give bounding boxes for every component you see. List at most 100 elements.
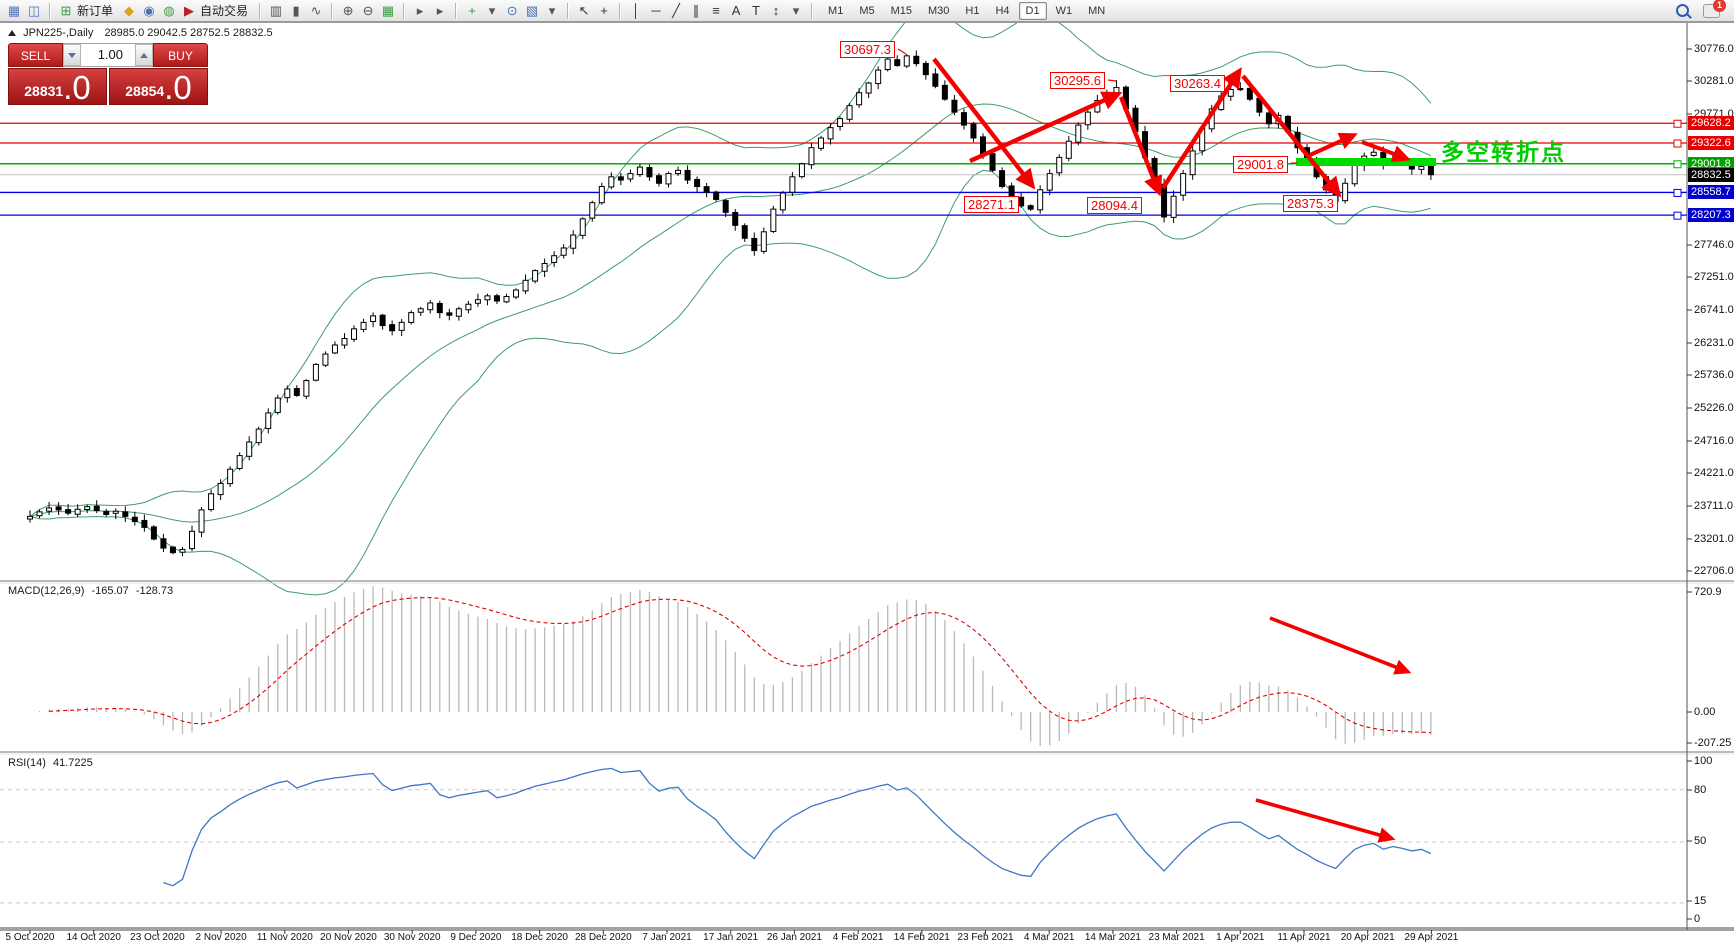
chart-symbol-period: JPN225-,Daily <box>23 27 94 39</box>
toolbar-separator <box>619 2 622 19</box>
date-label: 30 Nov 2020 <box>383 932 441 943</box>
date-label: 11 Apr 2021 <box>1277 932 1331 943</box>
autotrading-icon[interactable]: ▶ <box>184 2 195 18</box>
price-annotation-label[interactable]: 29001.8 <box>1233 156 1288 173</box>
crosshair-icon[interactable]: + <box>600 2 608 18</box>
macd-axis-tick: 0.00 <box>1694 706 1716 718</box>
tab-timeframe-W1[interactable]: W1 <box>1055 4 1073 17</box>
date-label: 18 Dec 2020 <box>511 932 568 943</box>
chart-window-icon[interactable]: ▦ <box>7 2 21 18</box>
toolbar-separator <box>49 2 51 19</box>
price-badge: 29001.8 <box>1688 156 1734 171</box>
date-label: 5 Oct 2020 <box>5 932 55 943</box>
chart-menu-icon[interactable] <box>8 30 16 36</box>
terminal-icon[interactable]: ◉ <box>143 2 155 18</box>
indicators-icon[interactable]: + <box>468 2 476 18</box>
auto-scroll-icon[interactable]: ▸ <box>416 2 424 18</box>
rsi-axis-tick: 15 <box>1694 895 1707 907</box>
horizontal-line-icon[interactable]: ─ <box>651 2 661 18</box>
date-label: 17 Jan 2021 <box>703 932 759 943</box>
date-label: 23 Feb 2021 <box>957 932 1014 943</box>
rsi-value: 41.7225 <box>52 757 93 769</box>
rsi-axis-tick: 0 <box>1694 913 1701 925</box>
price-badge: 28207.3 <box>1688 208 1734 223</box>
channel-icon[interactable]: ∥ <box>692 2 700 18</box>
chevron-down-icon <box>68 52 76 58</box>
price-annotation-label[interactable]: 30295.6 <box>1050 72 1105 89</box>
rsi-label: RSI(14) 41.7225 <box>8 757 93 769</box>
price-annotation-label[interactable]: 28094.4 <box>1087 197 1142 214</box>
price-badge: 29322.6 <box>1688 136 1734 150</box>
macd-value-signal: -128.73 <box>135 585 174 597</box>
bar-chart-icon[interactable]: ▥ <box>269 2 283 18</box>
autotrading-label: 自动交易 <box>200 4 249 18</box>
market-watch-icon[interactable]: ◫ <box>27 2 41 18</box>
signals-icon[interactable]: ◍ <box>163 2 175 18</box>
price-annotation-label[interactable]: 28271.1 <box>964 196 1019 213</box>
tab-timeframe-M5[interactable]: M5 <box>859 4 875 17</box>
tab-timeframe-H1[interactable]: H1 <box>965 4 980 17</box>
periods-icon[interactable]: ⊙ <box>506 2 518 18</box>
price-annotation-label[interactable]: 30697.3 <box>840 41 895 58</box>
tab-timeframe-M15[interactable]: M15 <box>890 4 912 17</box>
rsi-axis-tick: 80 <box>1694 784 1707 796</box>
date-label: 29 Apr 2021 <box>1404 932 1459 943</box>
new-order-icon[interactable]: ⊞ <box>60 2 72 18</box>
price-tick: 30776.0 <box>1694 43 1734 55</box>
price-tick: 26231.0 <box>1694 336 1734 349</box>
zoom-in-icon[interactable]: ⊕ <box>342 2 354 18</box>
text-icon[interactable]: A <box>731 2 741 18</box>
search-icon[interactable] <box>1676 4 1689 17</box>
price-annotation-label[interactable]: 28375.3 <box>1283 195 1338 212</box>
date-label: 23 Oct 2020 <box>130 932 185 943</box>
date-label: 20 Apr 2021 <box>1340 932 1395 943</box>
toolbar-separator <box>455 2 458 19</box>
tile-windows-icon[interactable]: ▦ <box>381 2 395 18</box>
date-label: 2 Nov 2020 <box>195 932 247 943</box>
tab-timeframe-M1[interactable]: M1 <box>828 4 844 17</box>
sell-button[interactable]: SELL <box>8 43 63 67</box>
toolbar-separator <box>403 2 406 19</box>
toolbar-separator <box>567 2 570 19</box>
text-label-icon[interactable]: T <box>752 2 760 18</box>
price-tick: 27251.0 <box>1694 271 1734 283</box>
buy-price-box[interactable]: 28854 .0 <box>109 68 208 105</box>
tab-timeframe-D1[interactable]: D1 <box>1018 1 1047 20</box>
arrows-dropdown-icon[interactable]: ▾ <box>792 2 800 18</box>
tab-timeframe-M30[interactable]: M30 <box>928 4 950 17</box>
price-annotation-label[interactable]: 30263.4 <box>1170 75 1225 92</box>
volume-increase-button[interactable] <box>135 44 153 66</box>
date-label: 4 Mar 2021 <box>1023 932 1075 943</box>
chart-styler-icon[interactable]: ◆ <box>124 2 135 18</box>
cursor-icon[interactable]: ↖ <box>578 2 590 18</box>
sell-price-box[interactable]: 28831 .0 <box>8 68 107 105</box>
zoom-out-icon[interactable]: ⊖ <box>362 2 374 18</box>
arrows-tool-icon[interactable]: ↕ <box>772 2 780 18</box>
chart-shift-icon[interactable]: ▸ <box>436 2 444 18</box>
vertical-line-icon[interactable]: │ <box>631 2 641 18</box>
date-label: 7 Jan 2021 <box>642 932 692 943</box>
line-chart-icon[interactable]: ∿ <box>310 2 322 18</box>
new-order-label: 新订单 <box>77 4 114 18</box>
price-badge: 28832.5 <box>1688 167 1734 182</box>
turning-point-label[interactable]: 多空转折点 <box>1441 139 1566 165</box>
date-label: 14 Mar 2021 <box>1084 932 1141 943</box>
tab-timeframe-H4[interactable]: H4 <box>995 4 1010 17</box>
volume-value[interactable]: 1.00 <box>97 47 123 62</box>
buy-button[interactable]: BUY <box>153 43 208 67</box>
price-tick: 24221.0 <box>1694 466 1734 479</box>
volume-decrease-button[interactable] <box>63 44 81 66</box>
main-toolbar: ▦ ◫ ⊞ 新订单 ◆ ◉ ◍ ▶ 自动交易 ▥ ▮ ∿ ⊕ ⊖ ▦ ▸ ▸ + ▾ ⊙ ▧ ▾ ↖ + │ ─ ╱ ∥ ≡ A T ↕ ▾ M… <box>0 0 1734 22</box>
timeframe-bar: M1 M5 M15 M30 H1 H4 D1 W1 MN <box>820 1 1113 20</box>
templates-dropdown-icon[interactable]: ▾ <box>548 2 556 18</box>
candlestick-icon[interactable]: ▮ <box>292 2 300 18</box>
tab-timeframe-MN[interactable]: MN <box>1088 4 1106 17</box>
notifications-icon[interactable]: 1 <box>1703 0 1726 18</box>
indicators-dropdown-icon[interactable]: ▾ <box>488 2 496 18</box>
toolbar-separator <box>331 2 334 19</box>
trendline-icon[interactable]: ╱ <box>672 2 680 18</box>
fibonacci-icon[interactable]: ≡ <box>712 2 720 18</box>
templates-icon[interactable]: ▧ <box>525 2 539 18</box>
